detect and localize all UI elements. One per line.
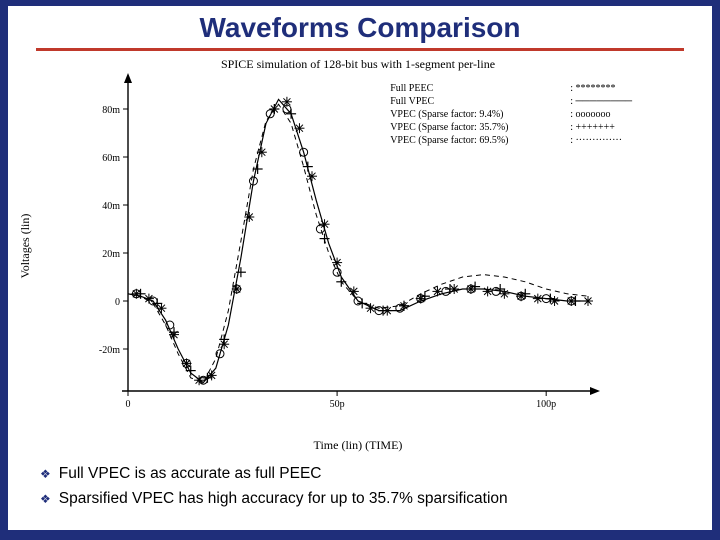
bullet-icon: ❖ [40,487,59,509]
svg-text:: +++++++: : +++++++ [570,122,615,133]
svg-text:: ··············: : ·············· [570,135,622,146]
chart-x-label: Time (lin) (TIME) [58,438,658,453]
svg-text:-20m: -20m [99,345,120,356]
bullet-list: ❖ Full VPEC is as accurate as full PEEC … [40,462,508,512]
svg-text:VPEC (Sparse factor: 35.7%): VPEC (Sparse factor: 35.7%) [390,122,508,133]
svg-text:50p: 50p [330,399,345,410]
svg-text:0: 0 [115,297,120,308]
svg-text:60m: 60m [102,153,120,164]
svg-text:40m: 40m [102,201,120,212]
chart-top-title: SPICE simulation of 128-bit bus with 1-s… [58,57,658,72]
page-title: Waveforms Comparison [8,6,712,44]
list-item: ❖ Sparsified VPEC has high accuracy for … [40,487,508,512]
bullet-text: Sparsified VPEC has high accuracy for up… [59,487,508,512]
bullet-icon: ❖ [40,462,59,484]
svg-text:Full PEEC: Full PEEC [390,83,433,94]
svg-text:: ooooooo: : ooooooo [570,109,610,120]
svg-text:: ********: : ******** [570,83,615,94]
chart-y-label: Voltages (lin) [18,214,33,279]
svg-text:100p: 100p [536,399,556,410]
svg-text:: ────────: : ──────── [570,96,633,107]
title-rule [36,48,684,51]
svg-text:VPEC (Sparse factor: 69.5%): VPEC (Sparse factor: 69.5%) [390,135,508,146]
waveform-chart: SPICE simulation of 128-bit bus with 1-s… [58,61,658,431]
svg-text:20m: 20m [102,249,120,260]
bullet-text: Full VPEC is as accurate as full PEEC [59,462,322,487]
svg-text:Full VPEC: Full VPEC [390,96,434,107]
svg-text:0: 0 [126,399,131,410]
list-item: ❖ Full VPEC is as accurate as full PEEC [40,462,508,487]
svg-text:VPEC (Sparse factor: 9.4%): VPEC (Sparse factor: 9.4%) [390,109,503,120]
svg-text:80m: 80m [102,105,120,116]
